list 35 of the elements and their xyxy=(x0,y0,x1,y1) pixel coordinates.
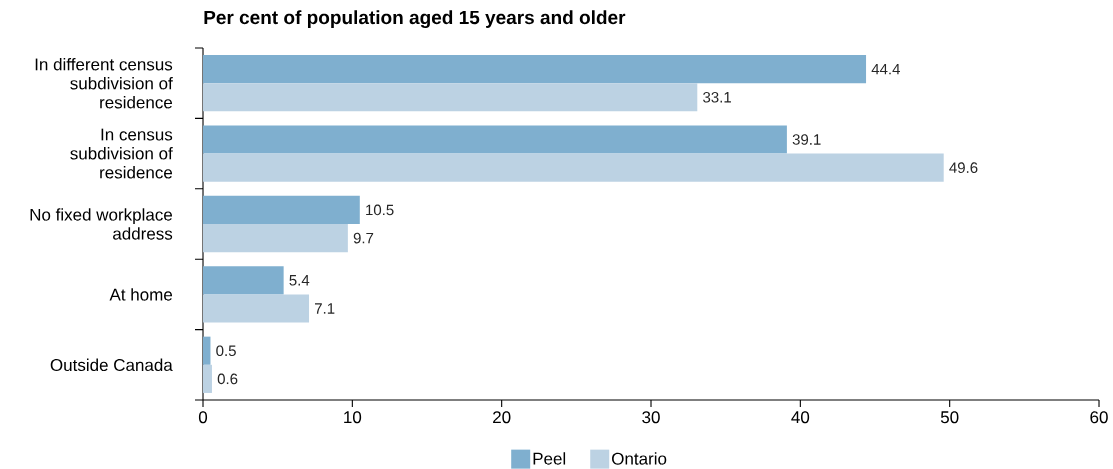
y-tick-label: At home xyxy=(109,288,173,301)
data-label: 39.1 xyxy=(792,134,821,145)
x-tick-label: 50 xyxy=(940,411,959,424)
chart-title: Per cent of population aged 15 years and older xyxy=(204,10,626,29)
bar xyxy=(203,364,212,393)
legend-label: Ontario xyxy=(612,452,667,465)
data-label: 44.4 xyxy=(871,63,900,75)
bar xyxy=(203,294,310,323)
bar xyxy=(203,55,867,84)
bar xyxy=(203,336,211,365)
y-tick-label: No fixed workplace address xyxy=(30,208,173,240)
bar xyxy=(203,224,348,253)
bar xyxy=(203,266,284,295)
bar xyxy=(203,83,698,112)
bar xyxy=(203,125,787,154)
y-tick-label: In different census subdivision of residence xyxy=(35,57,173,109)
bar xyxy=(203,153,944,182)
x-tick-label: 30 xyxy=(642,411,660,424)
data-label: 9.7 xyxy=(353,232,374,244)
y-tick-label: In census subdivision of residence xyxy=(70,128,173,179)
data-label: 5.4 xyxy=(289,275,310,286)
legend-label: Peel xyxy=(533,452,566,465)
data-label: 7.1 xyxy=(315,303,335,314)
y-tick-label: Outside Canada xyxy=(50,358,173,372)
bar xyxy=(203,195,360,224)
data-label: 10.5 xyxy=(366,204,394,216)
x-tick-label: 0 xyxy=(198,411,208,424)
data-label: 0.6 xyxy=(217,373,238,385)
data-label: 0.5 xyxy=(216,345,236,357)
data-label: 49.6 xyxy=(949,162,978,173)
data-label: 33.1 xyxy=(703,91,731,103)
x-tick-label: 40 xyxy=(791,411,810,424)
x-tick-label: 20 xyxy=(493,411,511,424)
x-tick-label: 60 xyxy=(1090,411,1108,424)
x-tick-label: 10 xyxy=(344,411,362,424)
